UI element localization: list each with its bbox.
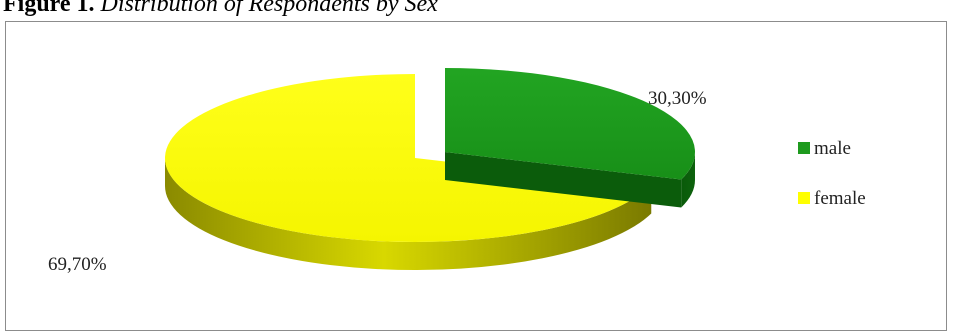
figure-title: Figure 1. Distribution of Respondents by…	[3, 0, 438, 18]
pie-slice-face-male	[445, 152, 682, 208]
pie-slice-female	[165, 74, 652, 270]
data-label-female: 69,70%	[48, 254, 107, 275]
pie-slice-top-female	[165, 74, 652, 242]
pie-slice-male	[445, 68, 695, 208]
legend-swatch-female	[798, 192, 810, 204]
figure-number: Figure 1.	[3, 0, 95, 17]
pie-slice-side-female	[165, 158, 652, 270]
legend-label-female: female	[814, 188, 866, 209]
legend-swatch-male	[798, 142, 810, 154]
data-label-male: 30,30%	[648, 88, 707, 109]
figure-caption: Distribution of Respondents by Sex	[100, 0, 438, 17]
pie-slice-side-male	[681, 152, 695, 208]
pie-slice-top-male	[445, 68, 695, 180]
legend-label-male: male	[814, 138, 851, 159]
